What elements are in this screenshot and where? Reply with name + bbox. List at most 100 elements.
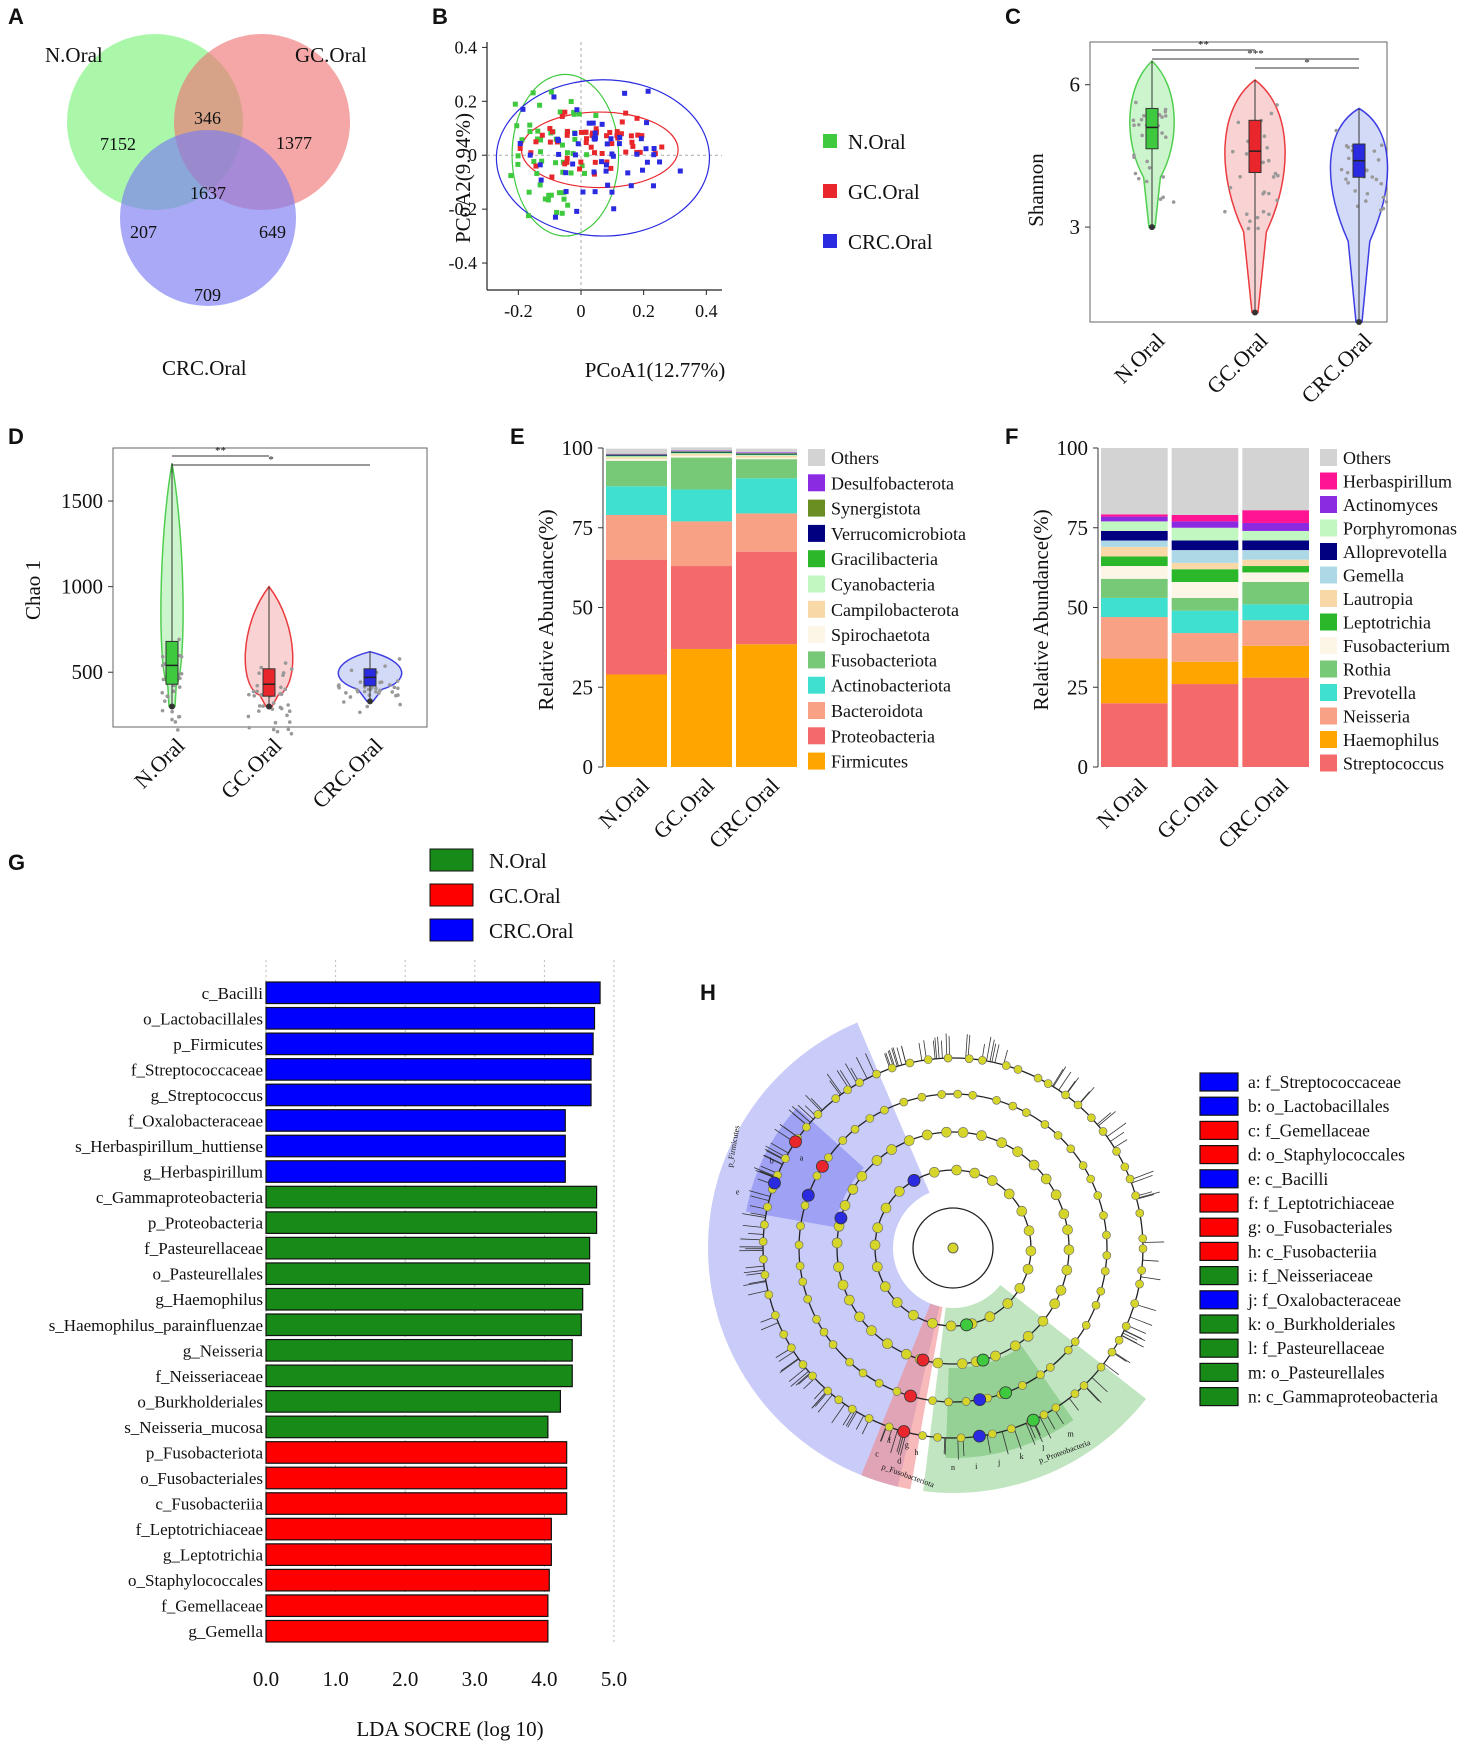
shannon-jitter-point: [1365, 191, 1370, 196]
shannon-jitter-point: [1139, 117, 1144, 122]
clado-node: [917, 1092, 927, 1102]
clado-leaf-edge: [855, 1056, 868, 1079]
pcoa-point: [546, 192, 552, 198]
stackE-segment-Firmicutes: [736, 644, 797, 767]
clado-node: [933, 1433, 942, 1442]
pcoa-point: [535, 136, 541, 142]
pcoa-point: [542, 196, 548, 202]
clado-legend-swatch: [1199, 1386, 1239, 1407]
shannon-jitter-point: [1236, 120, 1241, 125]
lda-bar-f_Neisseriaceae: [265, 1364, 573, 1388]
clado-leaf-edge: [788, 1367, 806, 1382]
pcoa-point: [607, 129, 613, 135]
clado-node: [1049, 1298, 1061, 1310]
clado-node: [1099, 1211, 1108, 1220]
pcoa-point: [517, 145, 523, 151]
pcoa-point: [557, 109, 563, 115]
stackE-segment-Bacteroidota: [606, 514, 667, 560]
clado-node: [781, 1154, 790, 1163]
shannon-jitter-point: [1238, 174, 1242, 179]
clado-node: [874, 1378, 884, 1388]
lda-bar-s_Haemophilus_parainfluenzae: [265, 1313, 582, 1337]
chao-jitter-point: [273, 720, 278, 725]
pcoa-point: [643, 146, 649, 152]
lda-xtick-label: 4.0: [531, 1667, 557, 1691]
lda-bar-g_Haemophilus: [265, 1287, 584, 1311]
stackF-segment-Porphyromonas: [1242, 530, 1309, 541]
stackF-segment-Herbaspirillum: [1242, 510, 1309, 523]
chao-jitter-point: [396, 693, 400, 697]
pcoa-point: [611, 206, 617, 212]
venn-circle-crc-oral: [120, 130, 296, 306]
lda-bar-label: c_Gammaproteobacteria: [96, 1188, 264, 1207]
clado-leaf-edge: [790, 1371, 809, 1387]
pcoa-point: [609, 141, 615, 147]
pcoa-point: [591, 135, 597, 141]
chao-sig-label: *: [268, 454, 274, 466]
clado-node-letter: e: [736, 1187, 740, 1196]
clado-leaf-edge: [742, 1213, 766, 1218]
pcoa-point: [572, 152, 578, 158]
chao-xtick-label: CRC.Oral: [307, 733, 387, 813]
pcoa-point: [535, 128, 541, 134]
stackE-segment-Others: [736, 448, 797, 453]
pcoa-point: [564, 150, 570, 156]
lda-bar-f_Oxalobacteraceae: [265, 1109, 566, 1132]
chao-jitter-point: [366, 687, 371, 692]
chao-jitter-point: [288, 720, 292, 724]
pcoa-ytick-label: -0.4: [449, 253, 478, 273]
chao-jitter-point: [392, 685, 397, 690]
shannon-jitter-point: [1261, 160, 1265, 165]
venn-count-all: 1637: [190, 183, 226, 203]
clado-node: [1131, 1191, 1140, 1200]
chao1-ylabel: Chao 1: [21, 560, 45, 620]
clado-node: [1073, 1100, 1083, 1110]
stackF-segment-Leptotrichia: [1101, 556, 1168, 567]
shannon-jitter-point: [1262, 190, 1267, 194]
stackF-segment-Haemophilus: [1101, 658, 1168, 704]
clado-node: [1010, 1340, 1021, 1352]
pcoa-point: [609, 151, 615, 157]
stackF-segment-Gemella: [1171, 550, 1239, 563]
clado-node: [932, 1357, 944, 1369]
shannon-violin-plot: Shannon 63N.Oral GC.Oral CRC.Oral******: [1024, 39, 1389, 408]
stackF-legend-label: Haemophilus: [1343, 730, 1439, 750]
clado-leaf-edge: [1001, 1431, 1009, 1455]
stackE-segment-Campilobacterota: [671, 454, 732, 456]
stackE-legend-swatch: [808, 550, 825, 568]
clado-node: [1091, 1300, 1101, 1310]
panel-label-f: F: [1005, 424, 1018, 449]
pcoa-point: [576, 111, 582, 117]
pcoa-point: [514, 123, 520, 129]
pcoa-point: [561, 196, 567, 202]
pcoa-point: [659, 144, 665, 150]
pcoa-point: [515, 153, 521, 159]
stackF-segment-Others: [1242, 448, 1309, 511]
clado-leaf-edge: [779, 1358, 800, 1373]
clado-node: [945, 1320, 957, 1332]
chao-jitter-point: [289, 667, 294, 671]
clado-leaf-edge: [742, 1224, 765, 1229]
pcoa-point: [534, 171, 540, 177]
shannon-sig-label: ***: [1247, 48, 1264, 60]
shannon-jitter-point: [1273, 171, 1278, 176]
pcoa-point: [638, 136, 644, 142]
pcoa-point: [564, 159, 570, 165]
stackE-legend-label: Campilobacterota: [831, 600, 959, 620]
chao-box-N.Oral: [165, 640, 179, 685]
pcoa-point: [591, 169, 597, 175]
stackF-segment-Herbaspirillum: [1171, 514, 1239, 522]
pcoa-point: [539, 132, 545, 138]
lda-bar-g_Streptococcus: [265, 1083, 592, 1107]
stackF-segment-Neisseria: [1101, 617, 1168, 659]
chao-jitter-point: [256, 709, 261, 713]
chao-sig-label: **: [215, 445, 226, 457]
lda-bar-o_Lactobacillales: [265, 1006, 596, 1030]
chao-jitter-point: [257, 671, 261, 675]
clado-node-letter: g: [905, 1441, 909, 1450]
chao-jitter-point: [178, 676, 182, 681]
pcoa-legend: N.Oral GC.Oral CRC.Oral: [823, 130, 933, 254]
pcoa-legend-swatch: [823, 184, 837, 198]
stackF-segment-Lautropia: [1171, 562, 1239, 570]
clado-node-letter: c: [875, 1450, 879, 1459]
